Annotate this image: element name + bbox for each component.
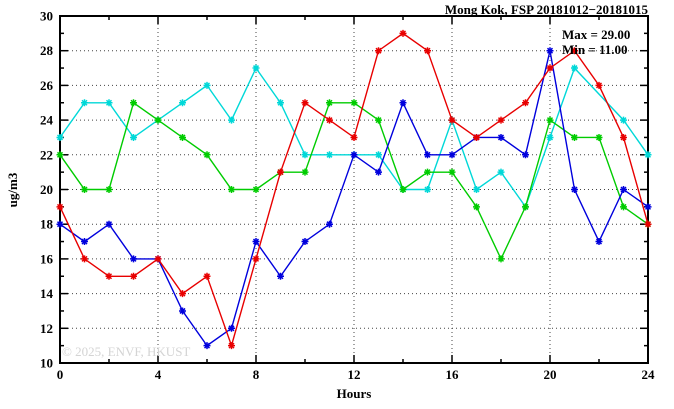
min-value-label: Min = 11.00	[562, 42, 628, 57]
y-tick-label: 28	[40, 43, 54, 58]
y-axis-title: ug/m3	[5, 172, 20, 208]
max-value-label: Max = 29.00	[562, 27, 631, 42]
chart-title: Mong Kok, FSP 20181012−20181015	[444, 2, 648, 17]
series-cyan-line	[59, 66, 649, 209]
x-tick-label: 24	[642, 367, 656, 382]
x-tick-label: 4	[155, 367, 162, 382]
watermark: © 2025, ENVF, HKUST	[62, 344, 191, 359]
y-tick-label: 22	[40, 147, 53, 162]
x-tick-label: 12	[348, 367, 361, 382]
x-tick-label: 0	[57, 367, 64, 382]
series-green-markers	[56, 99, 652, 263]
y-tick-label: 26	[40, 78, 54, 93]
series-blue-markers	[56, 47, 652, 350]
x-axis-title: Hours	[336, 386, 372, 401]
y-tick-label: 18	[40, 217, 54, 232]
x-tick-label: 20	[544, 367, 557, 382]
y-tick-label: 14	[40, 286, 54, 301]
series-red-markers	[56, 29, 652, 350]
y-tick-label: 16	[40, 251, 54, 266]
x-tick-label: 8	[253, 367, 260, 382]
y-tick-label: 12	[40, 321, 53, 336]
x-tick-label: 16	[446, 367, 460, 382]
y-tick-label: 30	[40, 9, 53, 24]
y-tick-label: 24	[40, 113, 54, 128]
series-blue-line	[59, 50, 649, 347]
y-tick-label: 20	[40, 182, 53, 197]
y-tick-label: 10	[40, 356, 53, 371]
